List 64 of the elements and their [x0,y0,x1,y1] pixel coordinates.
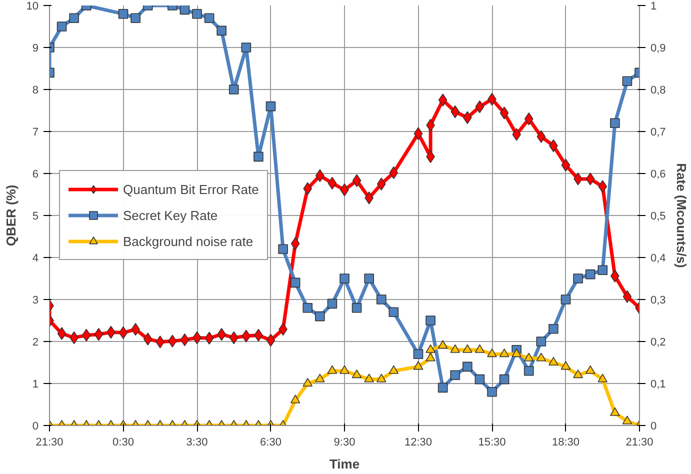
y-tick-label: 6 [32,168,39,180]
x-tick-label: 0:30 [112,436,134,448]
point [303,182,312,196]
y-tick-label: 10 [26,0,39,12]
point [376,178,386,190]
y-axis-title: QBER (%) [3,184,18,246]
point [143,332,152,346]
point [57,327,66,340]
y2-tick-label: 0,1 [650,378,666,390]
y-tick-label: 2 [32,336,39,348]
point [475,100,484,114]
y2-tick-label: 0,8 [650,84,666,96]
x-tick-label: 6:30 [260,436,282,448]
x-tick-label: 3:30 [186,436,208,448]
y-tick-label: 0 [32,420,39,432]
point [586,172,595,186]
y-tick-label: 3 [32,294,39,306]
y-tick-label: 1 [32,378,39,390]
y2-tick-label: 0,5 [650,210,666,222]
point [450,105,460,118]
y2-tick-label: 0,4 [650,252,666,264]
x-tick-label: 9:30 [334,436,356,448]
point [598,180,608,193]
point [118,326,128,340]
point [352,174,362,188]
point [500,106,509,120]
point [328,176,337,190]
point [242,330,251,342]
y2-axis-title: Rate (Mcounts/s) [674,163,689,268]
y2-tick-label: 0,7 [650,126,666,138]
legend-label: Secret Key Rate [123,208,218,222]
legend-label: Quantum Bit Error Rate [123,182,259,196]
point [82,328,91,342]
x-tick-label: 21:30 [626,436,654,448]
point [438,94,448,106]
point [290,237,300,250]
legend-label: Background noise rate [123,234,254,248]
y-tick-label: 7 [32,126,39,138]
x-tick-label: 18:30 [552,436,580,448]
point [622,290,632,303]
point [266,334,276,347]
y-tick-label: 8 [32,84,39,96]
point [524,112,534,126]
x-tick-label: 21:30 [36,436,64,448]
y-tick-label: 4 [32,252,39,264]
point [156,336,165,348]
point [94,328,104,341]
y-tick-label: 9 [32,42,39,54]
point [536,130,546,143]
x-axis-title: Time [329,456,360,472]
point [229,331,238,344]
x-tick-label: 12:30 [404,436,432,448]
y2-tick-label: 1 [650,0,657,12]
y2-tick-label: 0 [650,420,657,432]
y2-tick-label: 0,9 [650,42,666,54]
y2-tick-label: 0,6 [650,168,666,180]
point [204,332,214,345]
point [180,333,190,346]
y2-tick-label: 0,2 [650,336,666,348]
y-tick-label: 5 [32,210,39,222]
x-tick-label: 15:30 [478,436,506,448]
point [561,158,570,172]
point [389,166,398,180]
y2-tick-label: 0,3 [650,294,666,306]
